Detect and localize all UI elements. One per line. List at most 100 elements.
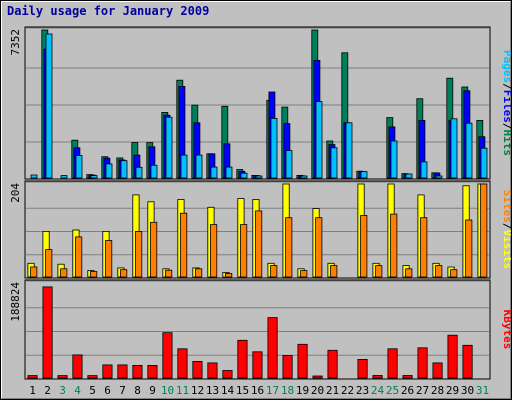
y-max-label: 188824 [9,282,22,322]
bar-sites-day-14 [225,272,233,278]
bar-sites-day-15 [240,224,248,278]
bar-kbytes-day-10 [162,332,173,379]
x-tick-label: 27 [416,384,429,397]
bar-kbytes-day-13 [207,362,218,379]
x-tick-label: 1 [29,384,36,397]
bar-sites-day-3 [60,268,68,278]
bar-kbytes-day-27 [417,347,428,379]
x-tick-label: 9 [149,384,156,397]
x-tick-label: 11 [176,384,189,397]
legend-entry: Visits [501,230,511,270]
legend-entry: Hits [501,130,511,157]
bar-sites-day-1 [30,266,38,278]
bar-pages-day-31 [480,147,488,179]
panel-background [24,26,491,180]
x-tick-label: 31 [476,384,489,397]
bar-pages-day-15 [240,172,248,179]
bar-pages-day-2 [45,33,53,179]
x-tick-label: 23 [356,384,369,397]
bar-kbytes-day-25 [387,348,398,379]
bar-kbytes-day-16 [252,351,263,379]
legend-entry: Sites [501,190,511,223]
series-pages [30,33,488,179]
x-tick-label: 20 [311,384,324,397]
bar-sites-day-2 [45,249,53,278]
bar-kbytes-day-29 [447,334,458,379]
bar-pages-day-19 [300,175,308,179]
bar-pages-day-29 [450,118,458,179]
bar-sites-day-9 [150,221,158,278]
bar-kbytes-day-6 [102,364,113,379]
bar-sites-day-25 [390,213,398,278]
bar-sites-day-27 [420,217,428,278]
bar-kbytes-day-23 [357,358,368,379]
bar-kbytes-day-28 [432,362,443,379]
bar-pages-day-6 [105,163,113,179]
legend-entry: / [501,83,511,90]
x-tick-label: 18 [281,384,294,397]
bar-pages-day-27 [420,161,428,179]
bar-kbytes-day-18 [282,354,293,379]
bar-sites-day-13 [210,224,218,278]
bar-sites-day-18 [285,217,293,278]
bar-sites-day-26 [405,268,413,278]
panel-kbytes: 188824 KBytes [9,279,511,380]
bar-sites-day-4 [75,236,83,278]
x-tick-label: 16 [251,384,264,397]
bar-sites-day-8 [135,230,143,278]
bar-sites-day-16 [255,210,263,278]
bar-sites-day-30 [465,219,473,278]
bar-sites-day-10 [165,269,173,278]
bar-pages-day-7 [120,160,128,179]
bar-pages-day-5 [90,175,98,179]
x-tick-label: 15 [236,384,249,397]
bar-sites-day-7 [120,269,128,278]
legend-entry: Pages [501,50,511,83]
bar-kbytes-day-9 [147,364,158,379]
bar-kbytes-day-1 [27,375,38,379]
bar-pages-day-23 [360,171,368,179]
legend: KBytes [501,310,511,350]
bar-sites-day-19 [300,270,308,278]
bar-pages-day-9 [150,164,158,179]
x-tick-label: 25 [386,384,399,397]
bar-pages-day-4 [75,155,83,179]
series-sites [30,183,488,278]
x-tick-label: 13 [206,384,219,397]
chart-panels: 7352Pages/Files/Hits204Sites/Visits18882… [9,26,511,380]
bar-sites-day-29 [450,269,458,278]
x-tick-label: 12 [191,384,204,397]
bar-kbytes-day-8 [132,364,143,379]
bar-pages-day-14 [225,166,233,179]
bar-pages-day-8 [135,166,143,179]
bar-pages-day-3 [60,175,68,179]
bar-kbytes-day-17 [267,317,278,379]
bar-kbytes-day-14 [222,370,233,379]
legend-entry: / [501,223,511,230]
x-tick-label: 5 [89,384,96,397]
bar-sites-day-21 [330,265,338,278]
x-tick-label: 21 [326,384,339,397]
x-tick-label: 30 [461,384,474,397]
bar-kbytes-day-4 [72,354,83,379]
bar-pages-day-10 [165,116,173,179]
bar-kbytes-day-19 [297,343,308,379]
bar-kbytes-day-7 [117,364,128,379]
bar-kbytes-day-20 [312,375,323,379]
bar-sites-day-31 [480,183,488,278]
bar-sites-day-24 [375,265,383,278]
x-tick-label: 4 [74,384,81,397]
series-kbytes [27,286,473,379]
x-tick-label: 29 [446,384,459,397]
y-max-label: 7352 [9,29,22,56]
bar-pages-day-20 [315,101,323,179]
bar-pages-day-26 [405,173,413,179]
legend-entry: / [501,123,511,130]
bar-sites-day-17 [270,265,278,278]
bar-kbytes-day-30 [462,344,473,379]
x-tick-label: 17 [266,384,279,397]
x-tick-label: 19 [296,384,309,397]
